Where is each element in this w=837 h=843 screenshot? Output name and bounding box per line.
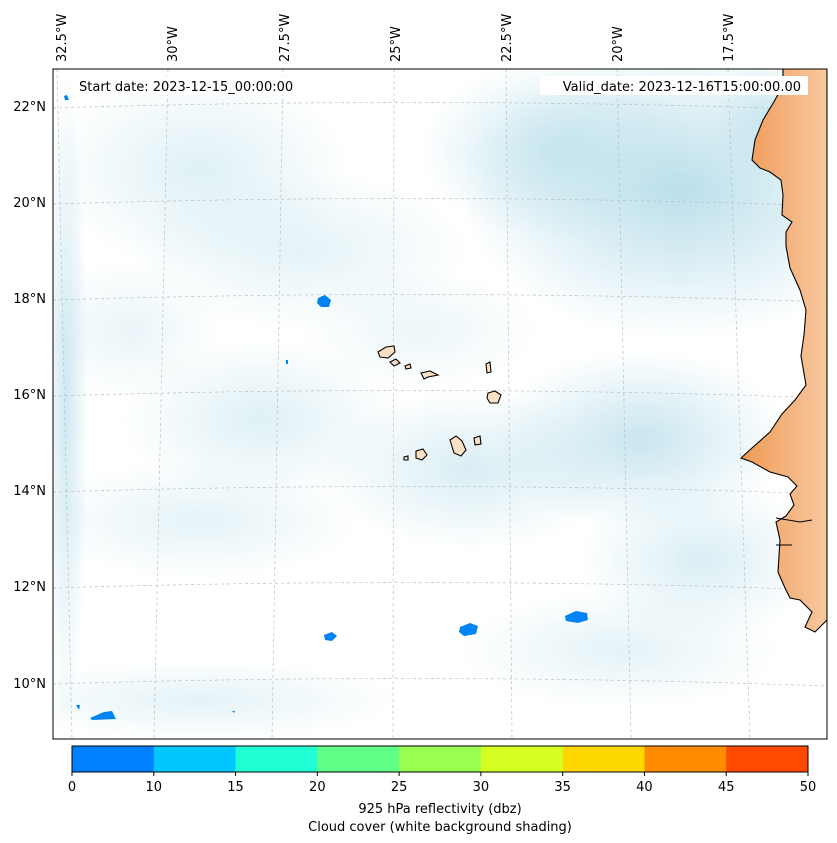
reflectivity-cells <box>64 95 588 720</box>
colorbar-tick-label: 15 <box>227 780 244 795</box>
colorbar-swatch-7 <box>644 746 727 772</box>
lat-label-18n: 18°N <box>13 292 46 307</box>
colorbar-tick-label: 25 <box>391 780 408 795</box>
cape-verde-islands <box>377 345 502 461</box>
lon-label-20w: 20°W <box>611 26 626 62</box>
colorbar-tick-label: 30 <box>473 780 490 795</box>
lat-label-10n: 10°N <box>13 677 46 692</box>
colorbar-tick-label: 50 <box>800 780 817 795</box>
lon-label-17-5w: 17.5°W <box>722 14 737 62</box>
start-date-box <box>72 76 308 95</box>
lat-label-16n: 16°N <box>13 388 46 403</box>
lat-label-14n: 14°N <box>13 484 46 499</box>
colorbar: 0 10 15 20 25 30 35 40 45 50 925 hPa reflectivity… <box>68 745 816 835</box>
lon-label-22-5w: 22.5°W <box>500 14 515 62</box>
lon-label-30w: 30°W <box>166 26 181 62</box>
latitude-labels: 22°N 20°N 18°N 16°N 14°N 12°N 10°N <box>13 100 46 692</box>
colorbar-frame <box>71 745 809 773</box>
colorbar-label-line1: 925 hPa reflectivity (dbz) <box>358 802 521 817</box>
longitude-labels: 32.5°W 30°W 27.5°W 25°W 22.5°W 20°W 17.5… <box>55 14 737 62</box>
lon-label-27-5w: 27.5°W <box>278 14 293 62</box>
colorbar-tick-label: 40 <box>636 780 653 795</box>
colorbar-tick-label: 45 <box>718 780 735 795</box>
cloud-cover-shading <box>53 69 827 739</box>
colorbar-swatch-4 <box>399 746 482 772</box>
colorbar-label-line2: Cloud cover (white background shading) <box>308 820 572 835</box>
colorbar-swatch-2 <box>235 746 318 772</box>
valid-date-box <box>540 76 808 95</box>
colorbar-swatch-1 <box>153 746 237 772</box>
colorbar-swatches <box>72 746 809 772</box>
lat-label-20n: 20°N <box>13 196 46 211</box>
start-date-text: Start date: 2023-12-15_00:00:00 <box>79 80 293 95</box>
map-content: Start date: 2023-12-15_00:00:00 Valid_da… <box>53 69 827 739</box>
colorbar-swatch-0 <box>72 746 155 772</box>
valid-date-text: Valid_date: 2023-12-16T15:00:00.00 <box>563 80 801 95</box>
colorbar-tick-label: 10 <box>146 780 163 795</box>
africa-landmass <box>739 69 827 633</box>
map-frame <box>52 68 828 740</box>
colorbar-swatch-8 <box>726 746 809 772</box>
lon-label-32-5w: 32.5°W <box>55 14 70 62</box>
lon-label-25w: 25°W <box>389 26 404 62</box>
colorbar-tick-label: 0 <box>68 780 76 795</box>
colorbar-swatch-6 <box>562 746 645 772</box>
lat-label-12n: 12°N <box>13 580 46 595</box>
colorbar-tick-label: 20 <box>309 780 326 795</box>
colorbar-swatch-3 <box>317 746 400 772</box>
lat-label-22n: 22°N <box>13 100 46 115</box>
gridlines <box>53 69 827 739</box>
colorbar-swatch-5 <box>480 746 564 772</box>
colorbar-ticks: 0 10 15 20 25 30 35 40 45 50 <box>68 772 816 795</box>
colorbar-tick-label: 35 <box>554 780 571 795</box>
